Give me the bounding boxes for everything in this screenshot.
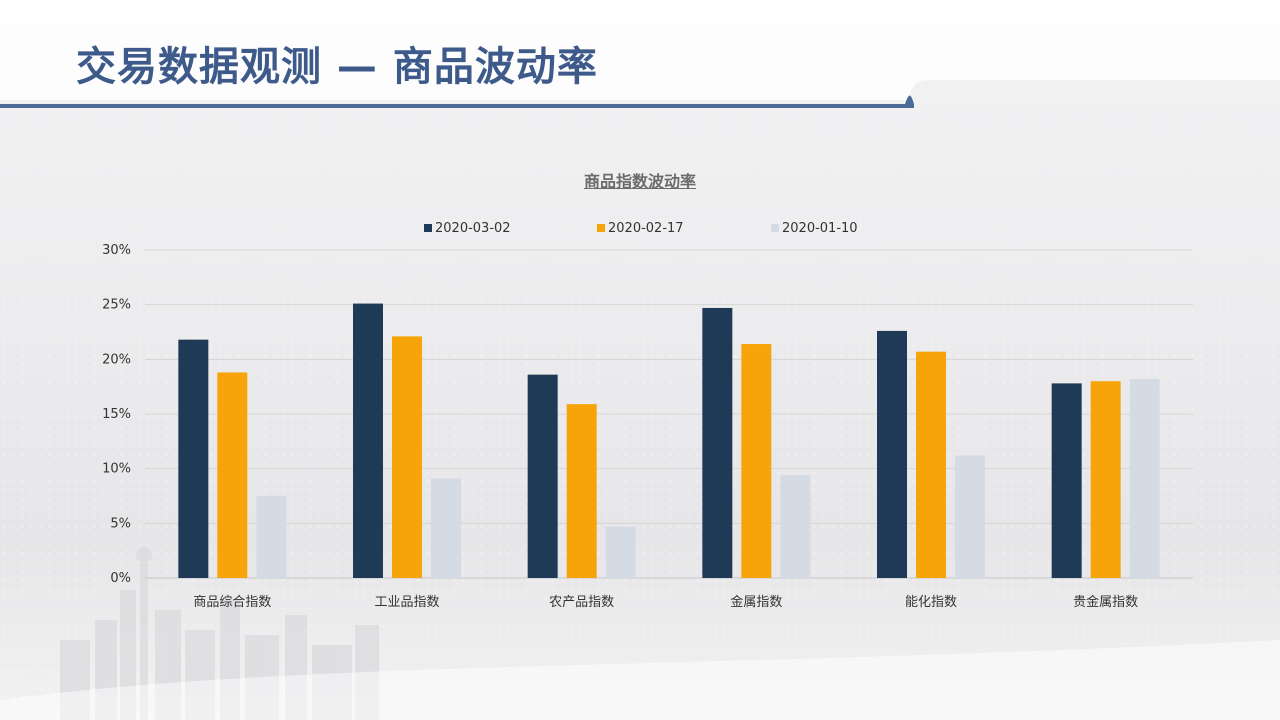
- bar: [605, 526, 636, 578]
- bar: [916, 351, 946, 578]
- bar: [955, 455, 985, 578]
- x-tick-label: 商品综合指数: [193, 595, 271, 610]
- bar: [877, 330, 907, 578]
- y-tick-label: 10%: [102, 462, 131, 477]
- bar: [1090, 381, 1121, 578]
- bar: [178, 339, 209, 578]
- page-title: 交易数据观测 — 商品波动率: [76, 44, 598, 90]
- bar: [217, 372, 248, 578]
- x-tick-label: 能化指数: [905, 595, 957, 610]
- legend-label: 2020-02-17: [608, 221, 684, 236]
- y-tick-label: 20%: [102, 352, 131, 367]
- y-tick-label: 30%: [102, 243, 131, 258]
- y-tick-label: 5%: [110, 516, 131, 531]
- x-tick-label: 贵金属指数: [1073, 594, 1138, 610]
- bar: [566, 404, 597, 578]
- city-skyline-decoration: [0, 547, 1280, 720]
- legend-swatch: [424, 224, 432, 232]
- y-tick-label: 0%: [110, 571, 131, 586]
- header-bar: [0, 104, 906, 108]
- bar: [353, 303, 383, 578]
- chart-title: 商品指数波动率: [583, 172, 696, 191]
- x-tick-label: 金属指数: [730, 594, 782, 610]
- bar: [392, 336, 422, 578]
- bar: [256, 496, 287, 578]
- legend-label: 2020-03-02: [435, 221, 511, 236]
- legend-label: 2020-01-10: [782, 221, 858, 236]
- x-tick-label: 工业品指数: [374, 595, 439, 610]
- legend-swatch: [597, 224, 605, 232]
- bar: [1129, 379, 1160, 578]
- bar: [780, 475, 811, 578]
- bar: [431, 478, 461, 578]
- bar: [1051, 383, 1082, 578]
- bar: [702, 307, 733, 578]
- x-tick-label: 农产品指数: [549, 595, 614, 610]
- header-band: [0, 0, 1280, 108]
- bar: [741, 344, 772, 578]
- y-tick-label: 15%: [102, 407, 131, 422]
- legend-swatch: [771, 224, 779, 232]
- bar: [527, 374, 558, 578]
- y-tick-label: 25%: [102, 298, 131, 313]
